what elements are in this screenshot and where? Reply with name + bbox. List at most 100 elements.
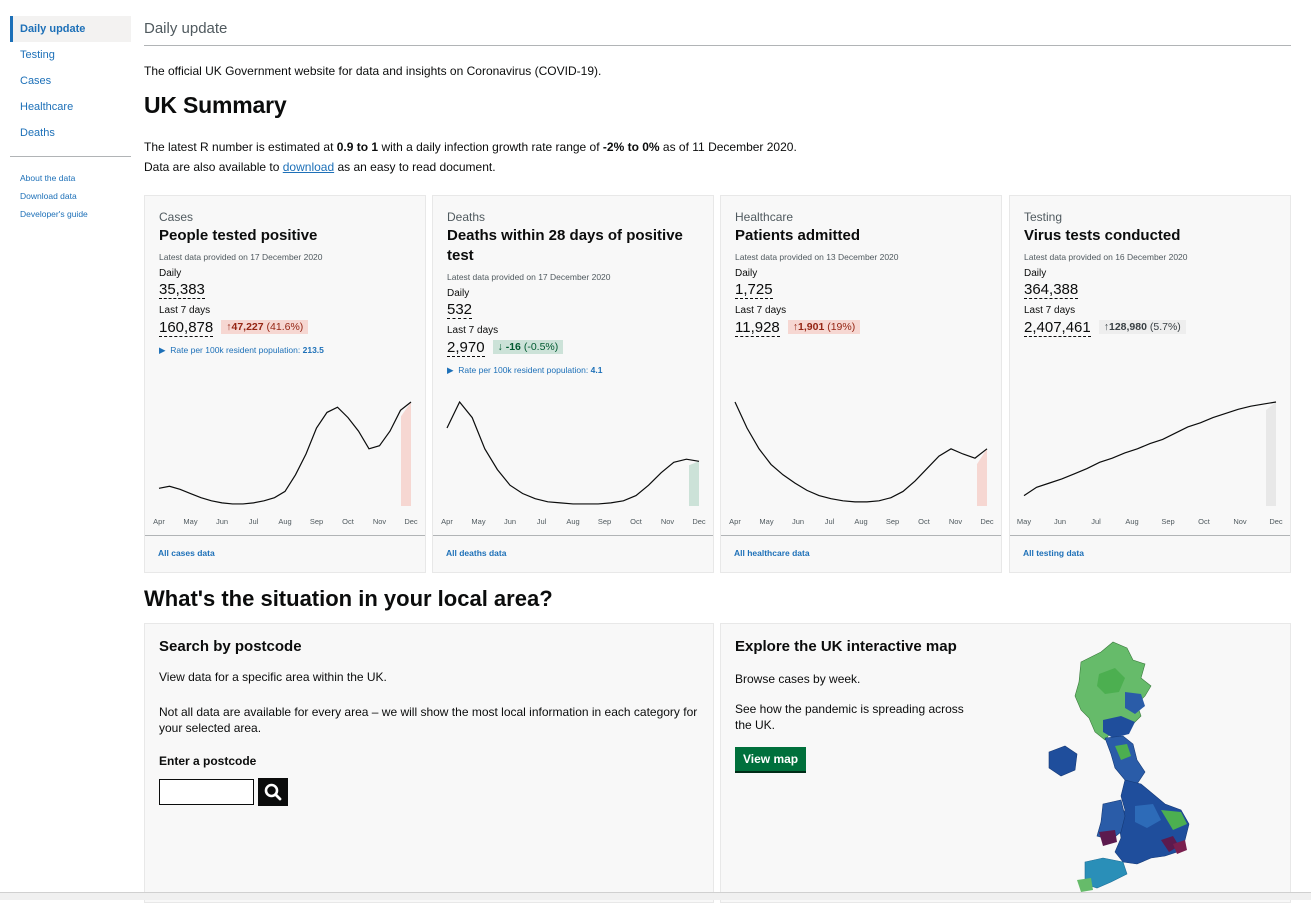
x-tick-label: May	[183, 517, 197, 526]
daily-label: Daily	[159, 268, 182, 279]
card-cases: Cases People tested positive Latest data…	[144, 195, 426, 573]
card-title: Virus tests conducted	[1024, 227, 1181, 244]
sidebar-item-cases[interactable]: Cases	[20, 75, 52, 87]
postcode-title: Search by postcode	[159, 638, 302, 655]
rate-label: Rate per 100k resident population:	[170, 345, 301, 355]
postcode-input[interactable]	[159, 779, 254, 805]
horizontal-scrollbar[interactable]	[0, 892, 1311, 900]
change-pct: (41.6%)	[266, 321, 304, 333]
x-tick-label: May	[471, 517, 485, 526]
sidebar-link-download-data[interactable]: Download data	[20, 191, 77, 201]
growth-range: -2% to 0%	[602, 140, 660, 154]
daily-value[interactable]: 35,383	[159, 281, 205, 299]
x-tick-label: Apr	[441, 517, 453, 526]
all-deaths-link[interactable]: All deaths data	[446, 548, 507, 558]
card-title: Deaths within 28 days of positive test	[447, 227, 683, 264]
card-latest-date: Latest data provided on 17 December 2020	[447, 272, 611, 282]
x-tick-label: Jul	[537, 517, 547, 526]
week-label: Last 7 days	[1024, 305, 1076, 316]
map-region-east-anglia	[1161, 810, 1187, 830]
map-region-north-england	[1104, 735, 1146, 785]
sidebar-item-healthcare[interactable]: Healthcare	[20, 101, 74, 113]
deaths-chart: Apr May Jun Jul Aug Sep Oct Nov Dec	[441, 400, 706, 526]
change-value: 128,980	[1108, 321, 1147, 333]
x-tick-label: Jun	[504, 517, 516, 526]
daily-value[interactable]: 364,388	[1024, 281, 1079, 299]
highlight-area	[689, 461, 699, 506]
sidebar-divider	[10, 156, 131, 157]
week-value[interactable]: 2,970	[447, 339, 485, 357]
series-line	[1023, 401, 1277, 497]
x-tick-label: Jul	[1091, 517, 1101, 526]
r-suffix: as of 11 December 2020.	[659, 140, 797, 154]
card-category: Healthcare	[735, 210, 794, 224]
triangle-right-icon: ▶	[159, 345, 166, 355]
map-region-midlands	[1135, 804, 1161, 828]
change-pct: (-0.5%)	[523, 341, 559, 353]
x-tick-label: Sep	[1161, 517, 1174, 526]
card-footer: All deaths data	[433, 535, 713, 572]
highlight-area	[1266, 402, 1276, 506]
rate-value: 213.5	[302, 345, 324, 355]
week-value[interactable]: 11,928	[735, 319, 780, 337]
map-region-cornwall	[1077, 878, 1093, 892]
x-tick-label: Dec	[692, 517, 706, 526]
x-tick-label: Oct	[918, 517, 931, 526]
card-category: Testing	[1024, 210, 1063, 224]
daily-value[interactable]: 1,725	[735, 281, 773, 299]
change-badge: ↓ -16 (-0.5%)	[492, 340, 564, 354]
sidebar-link-developers-guide[interactable]: Developer's guide	[20, 209, 88, 219]
daily-label: Daily	[735, 268, 758, 279]
week-value[interactable]: 2,407,461	[1024, 319, 1091, 337]
card-latest-date: Latest data provided on 13 December 2020	[735, 252, 899, 262]
uk-map-image[interactable]	[1041, 634, 1241, 896]
card-footer: All healthcare data	[721, 535, 1001, 572]
x-tick-label: Aug	[278, 517, 291, 526]
postcode-search-button[interactable]	[258, 778, 288, 806]
map-region-east-scotland	[1125, 692, 1145, 714]
rate-toggle[interactable]: ▶ Rate per 100k resident population: 213…	[159, 345, 411, 356]
rate-label: Rate per 100k resident population:	[458, 365, 589, 375]
map-region-kent	[1173, 840, 1187, 854]
week-value[interactable]: 160,878	[159, 319, 214, 337]
daily-value[interactable]: 532	[447, 301, 473, 319]
sidebar-link-about-data[interactable]: About the data	[20, 173, 76, 183]
rate-value: 4.1	[590, 365, 603, 375]
series-line	[446, 400, 700, 505]
x-tick-label: Dec	[404, 517, 418, 526]
x-tick-label: Apr	[153, 517, 165, 526]
rate-toggle[interactable]: ▶ Rate per 100k resident population: 4.1	[447, 365, 699, 376]
cases-chart: Apr May Jun Jul Aug Sep Oct Nov Dec	[153, 401, 418, 526]
all-cases-link[interactable]: All cases data	[158, 548, 215, 558]
card-category: Deaths	[447, 210, 486, 224]
download-suffix: as an easy to read document.	[334, 160, 496, 174]
x-tick-label: Jun	[216, 517, 228, 526]
testing-chart: May Jun Jul Aug Sep Oct Nov Dec	[1017, 401, 1283, 526]
postcode-label: Enter a postcode	[159, 754, 257, 768]
download-prefix: Data are also available to	[144, 160, 283, 174]
x-tick-label: Nov	[949, 517, 963, 526]
change-badge: ↑47,227 (41.6%)	[221, 320, 309, 334]
week-label: Last 7 days	[447, 325, 499, 336]
arrow-up-icon: ↑	[226, 321, 232, 333]
change-value: -16	[505, 341, 521, 353]
map-region-london	[1161, 836, 1179, 852]
all-testing-link[interactable]: All testing data	[1023, 548, 1084, 558]
postcode-panel: Search by postcode View data for a speci…	[144, 623, 714, 903]
sidebar-item-deaths[interactable]: Deaths	[20, 127, 55, 139]
x-tick-label: Nov	[373, 517, 387, 526]
x-tick-label: Aug	[1125, 517, 1138, 526]
view-map-button[interactable]: View map	[735, 747, 807, 771]
sidebar-item-daily-update[interactable]: Daily update	[10, 16, 131, 42]
download-link[interactable]: download	[282, 160, 335, 174]
all-healthcare-link[interactable]: All healthcare data	[734, 548, 810, 558]
x-tick-label: May	[1017, 517, 1031, 526]
x-tick-label: Oct	[630, 517, 643, 526]
sidebar-item-testing[interactable]: Testing	[20, 49, 55, 61]
summary-heading: UK Summary	[144, 92, 287, 118]
daily-label: Daily	[447, 288, 470, 299]
summary-cards: Cases People tested positive Latest data…	[144, 195, 1291, 573]
card-title: Patients admitted	[735, 227, 861, 244]
week-label: Last 7 days	[159, 305, 211, 316]
healthcare-chart: Apr May Jun Jul Aug Sep Oct Nov Dec	[729, 401, 994, 526]
